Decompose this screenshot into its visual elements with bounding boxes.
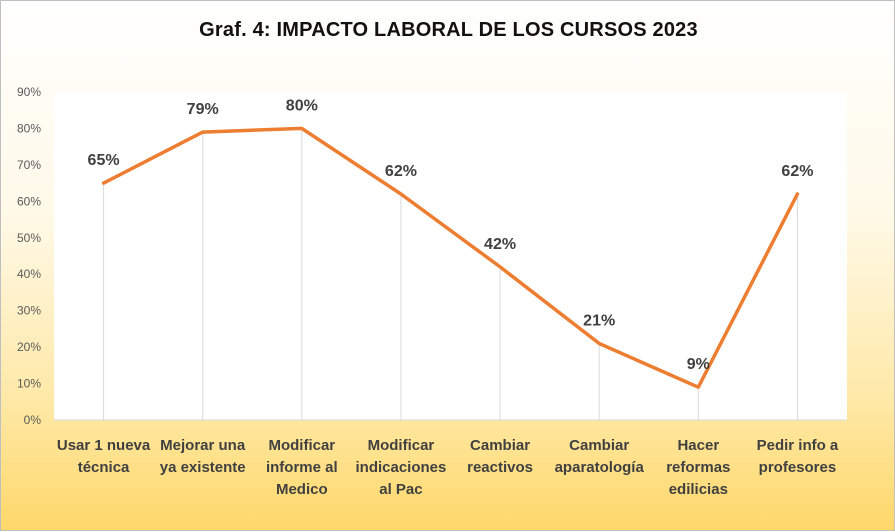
x-tick-label: al Pac bbox=[379, 481, 422, 498]
x-tick-label: Cambiar bbox=[470, 437, 530, 454]
x-tick-label: Hacer bbox=[677, 437, 719, 454]
x-tick-label: técnica bbox=[78, 459, 130, 476]
series-line bbox=[101, 126, 800, 389]
x-tick-label: reactivos bbox=[467, 459, 533, 476]
y-tick-label: 40% bbox=[17, 267, 41, 281]
x-tick-label: Mejorar una bbox=[160, 437, 246, 454]
y-tick-label: 10% bbox=[17, 377, 41, 391]
x-tick-label: Modificar bbox=[268, 437, 335, 454]
x-tick-label: ya existente bbox=[160, 459, 246, 476]
y-tick-label: 60% bbox=[17, 194, 41, 208]
y-tick-label: 0% bbox=[24, 413, 42, 427]
data-label: 21% bbox=[583, 312, 615, 329]
x-tick-label: Modificar bbox=[368, 437, 435, 454]
x-tick-label: indicaciones bbox=[356, 459, 447, 476]
y-tick-label: 20% bbox=[17, 340, 41, 354]
data-label: 79% bbox=[187, 101, 219, 118]
x-tick-label: profesores bbox=[759, 459, 837, 476]
x-tick-label: Medico bbox=[276, 481, 328, 498]
y-tick-label: 50% bbox=[17, 231, 41, 245]
y-tick-label: 80% bbox=[17, 121, 41, 135]
data-label: 65% bbox=[88, 152, 120, 169]
data-label: 62% bbox=[781, 163, 813, 180]
x-tick-label: reformas bbox=[666, 459, 730, 476]
y-tick-label: 70% bbox=[17, 158, 41, 172]
chart-title: Graf. 4: IMPACTO LABORAL DE LOS CURSOS 2… bbox=[199, 19, 698, 41]
x-tick-label: aparatología bbox=[555, 459, 645, 476]
y-tick-label: 30% bbox=[17, 304, 41, 318]
plot-area bbox=[54, 92, 847, 420]
data-label: 80% bbox=[286, 97, 318, 114]
x-tick-label: Usar 1 nueva bbox=[57, 437, 151, 454]
x-tick-label: Cambiar bbox=[569, 437, 629, 454]
data-label: 62% bbox=[385, 163, 417, 180]
data-label: 42% bbox=[484, 236, 516, 253]
data-label: 9% bbox=[687, 356, 710, 373]
x-tick-label: informe al bbox=[266, 459, 338, 476]
x-tick-label: edilicias bbox=[669, 481, 728, 498]
x-tick-label: Pedir info a bbox=[757, 437, 839, 454]
y-tick-label: 90% bbox=[17, 85, 41, 99]
